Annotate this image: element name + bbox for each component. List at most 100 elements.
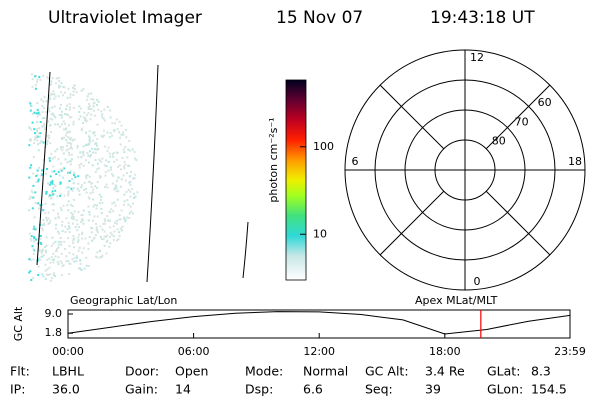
image-pixel [62,204,65,207]
image-pixel [49,261,52,264]
image-pixel [48,124,51,127]
info-value: 6.6 [303,382,323,397]
image-pixel [49,197,52,200]
image-pixel [85,191,88,194]
image-pixel [92,151,95,154]
image-pixel [43,254,46,257]
image-pixel [53,183,56,186]
info-label: Mode: [245,364,283,379]
image-pixel [40,252,43,255]
image-pixel [87,181,90,183]
image-pixel [101,228,104,231]
image-pixel [29,105,32,108]
image-pixel [33,236,36,239]
image-pixel [67,200,70,203]
image-pixel [88,154,91,157]
image-pixel [43,123,46,125]
image-pixel [48,266,51,269]
image-pixel [94,171,97,173]
image-pixel [67,87,70,90]
image-pixel [110,172,113,175]
image-pixel [118,164,121,167]
image-pixel [52,114,55,116]
image-pixel [52,165,55,168]
image-pixel [30,128,33,131]
image-pixel [107,219,110,222]
image-pixel [51,106,54,109]
x-tick-label: 18:00 [429,345,461,358]
image-pixel [32,252,35,255]
image-pixel [60,110,63,113]
image-pixel [113,129,116,132]
image-pixel [67,148,70,151]
image-pixel [33,216,36,219]
image-pixel [104,159,107,162]
image-pixel [61,176,64,179]
info-label: GC Alt: [365,364,409,379]
image-pixel [38,76,41,79]
x-tick-label: 06:00 [178,345,210,358]
image-pixel [88,135,91,138]
image-pixel [77,182,80,185]
image-pixel [51,77,54,80]
image-pixel [122,133,125,136]
image-pixel [96,168,99,171]
image-pixel [71,215,74,218]
image-pixel [82,222,85,225]
image-pixel [72,174,75,177]
image-pixel [59,107,61,110]
image-pixel [88,103,91,105]
image-pixel [124,218,127,221]
image-pixel [62,146,64,149]
image-pixel [57,243,60,246]
image-pixel [65,260,68,263]
image-pixel [101,157,104,160]
image-pixel [100,160,103,163]
image-pixel [40,140,43,143]
image-pixel [90,182,93,185]
image-pixel [96,256,99,259]
image-pixel [53,97,56,100]
image-pixel [47,107,50,110]
title: Ultraviolet Imager [48,8,202,28]
info-label: Gain: [125,382,158,397]
image-pixel [73,138,76,141]
image-pixel [30,279,33,281]
image-pixel [64,122,66,125]
image-pixel [75,255,78,258]
geo-line [36,71,51,266]
image-pixel [44,269,47,272]
image-pixel [37,112,40,115]
info-value: 3.4 Re [425,364,465,379]
image-pixel [106,215,109,218]
image-pixel [88,197,91,200]
image-pixel [53,170,56,173]
image-pixel [60,209,63,212]
image-pixel [45,191,48,194]
image-pixel [52,193,55,196]
image-pixel [34,132,36,135]
image-pixel [87,242,90,245]
image-pixel [78,233,81,236]
image-pixel [50,93,53,96]
image-pixel [36,80,39,83]
image-pixel [51,112,54,115]
image-pixel [28,209,31,212]
image-pixel [105,183,108,186]
image-pixel [91,227,94,230]
image-pixel [51,170,54,173]
image-pixel [130,171,132,173]
image-pixel [123,160,126,163]
info-label: Seq: [365,382,393,397]
image-pixel [66,204,69,207]
image-pixel [127,148,130,151]
image-pixel [60,146,62,148]
geo-line [242,221,249,279]
image-pixel [35,74,38,77]
image-pixel [85,175,88,177]
image-pixel [66,113,69,116]
image-pixel [126,216,129,219]
time: 19:43:18 UT [430,8,535,28]
image-pixel [129,180,132,183]
image-pixel [29,259,32,262]
